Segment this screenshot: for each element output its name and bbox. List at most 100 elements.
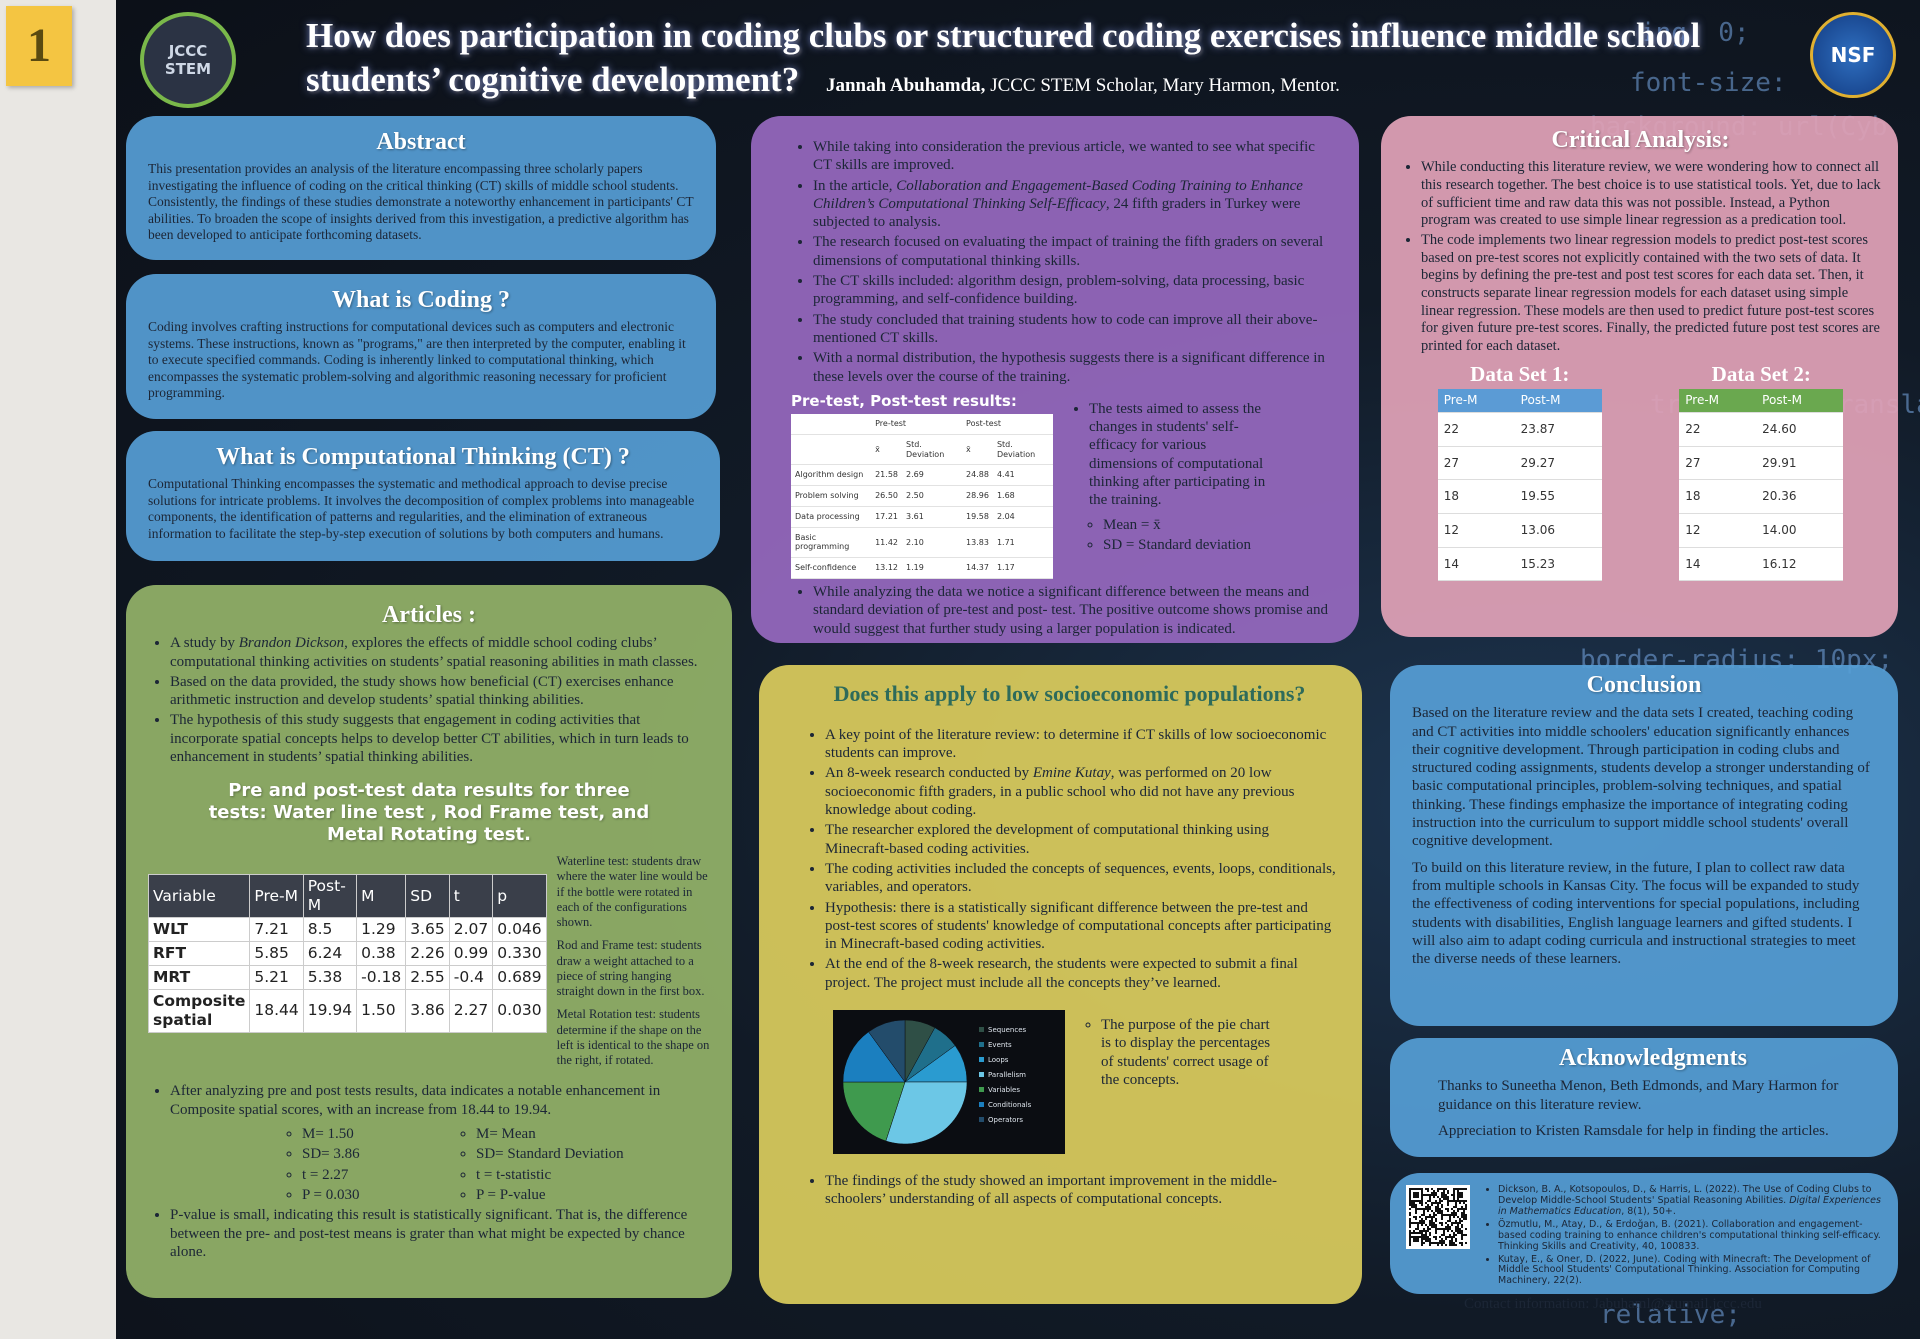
text-run: Digital Experiences in Mathematics Educa… <box>1498 1194 1881 1217</box>
nsf-logo: NSF <box>1810 12 1896 98</box>
cell: 20.36 <box>1756 479 1844 514</box>
cell: -0.4 <box>448 964 494 990</box>
authors: Jannah Abuhamda, JCCC STEM Scholar, Mary… <box>826 75 1340 96</box>
legend-swatch <box>979 1116 984 1122</box>
coding-panel: What is Coding ? Coding involves craftin… <box>126 274 716 419</box>
cell: MRT <box>147 964 251 990</box>
pre-post-table: Pre-test Post-test x̄ Std. Deviation x̄ Std. … <box>791 414 1053 579</box>
paragraph: Rod and Frame test: students draw a weig… <box>556 938 705 999</box>
text-run: , was performed on 20 low socioeconomic … <box>825 765 1295 819</box>
cell: 2.07 <box>448 917 494 942</box>
cell: 22 <box>1679 412 1757 447</box>
bullet: While taking into consideration the prev… <box>813 138 1337 175</box>
cell: 5.21 <box>249 964 304 990</box>
bullet: At the end of the 8-week research, the s… <box>825 955 1336 992</box>
text: This presentation provides an analysis o… <box>148 161 694 243</box>
row: Data processing 17.21 3.61 19.58 2.04 <box>791 506 1053 528</box>
paragraph: Waterline test: students draw where the … <box>556 854 708 930</box>
cell: 19.94 <box>302 988 358 1033</box>
bullet: The hypothesis of this study suggests th… <box>170 711 710 766</box>
bullet: Kutay, E., & Oner, D. (2022, June). Codi… <box>1498 1254 1882 1288</box>
cell: 2.69 <box>902 464 963 487</box>
acknowledgments-panel: Acknowledgments Thanks to Suneetha Menon… <box>1390 1038 1898 1157</box>
pie-note: The purpose of the pie chart is to displ… <box>1101 1016 1281 1089</box>
bullet: Dickson, B. A., Kotsopoulos, D., & Harri… <box>1498 1184 1882 1218</box>
cell: 3.86 <box>405 988 450 1033</box>
bullet: P = 0.030 <box>302 1186 442 1204</box>
header-cell: Pre-M <box>1679 389 1757 414</box>
header-cell: SD <box>405 874 450 919</box>
qr-pattern <box>1409 1188 1467 1246</box>
cell <box>791 434 872 466</box>
cell: 0.330 <box>492 940 547 966</box>
text-run: In the article, <box>813 177 897 194</box>
bullet-list: While taking into consideration the prev… <box>791 138 1337 386</box>
cell: 18.44 <box>249 988 304 1033</box>
cell: 2.50 <box>902 485 963 507</box>
paragraphs: Thanks to Suneetha Menon, Beth Edmonds, … <box>1438 1077 1868 1140</box>
bullet: An 8-week research conducted by Emine Ku… <box>825 764 1336 819</box>
legend-label: Loops <box>988 1056 1009 1064</box>
cell: 6.24 <box>302 940 358 966</box>
bullet: The study concluded that training studen… <box>813 311 1337 348</box>
text-run: Emine Kutay <box>1032 765 1111 782</box>
row: WLT 7.21 8.5 1.29 3.65 2.07 0.046 <box>147 917 547 942</box>
paragraph: Metal Rotation test: students determine … <box>556 1007 710 1068</box>
bullet: The research focused on evaluating the i… <box>813 233 1337 270</box>
set-title: Data Set 1: <box>1470 361 1570 386</box>
heading: Critical Analysis: <box>1551 127 1730 153</box>
cell: 2.04 <box>992 506 1053 528</box>
bullet: M= 1.50 <box>302 1125 442 1143</box>
cell: 13.12 <box>871 557 902 579</box>
bullet: The CT skills included: algorithm design… <box>813 272 1337 309</box>
row: 18 20.36 <box>1679 479 1844 514</box>
pie-slice <box>842 1081 906 1142</box>
cell: Composite spatial <box>147 988 251 1033</box>
summary-list: After analyzing pre and post tests resul… <box>148 1082 710 1119</box>
conclusion-list: P-value is small, indicating this result… <box>148 1206 710 1261</box>
cell: 23.87 <box>1514 412 1602 447</box>
cell: 27 <box>1679 446 1757 481</box>
title-text: How does participation in coding clubs o… <box>306 16 1701 99</box>
test-notes: Waterline test: students draw where the … <box>557 854 710 1076</box>
paragraphs: Based on the literature review and the d… <box>1412 704 1876 968</box>
row: Composite spatial 18.44 19.94 1.50 3.86 2.27 0… <box>147 988 547 1033</box>
bullet-list: A key point of the literature review: to… <box>803 726 1336 992</box>
paragraph: Based on the literature review and the d… <box>1412 705 1870 850</box>
row: 22 24.60 <box>1679 412 1844 447</box>
cell: 1.68 <box>992 485 1053 507</box>
cell: 12 <box>1679 513 1757 548</box>
text-run: A study by <box>170 635 239 652</box>
cell: 2.10 <box>902 527 963 559</box>
cell: 1.19 <box>902 557 963 579</box>
cell: 27 <box>1437 446 1515 481</box>
row: 12 13.06 <box>1437 513 1602 548</box>
bullet: The code implements two linear regressio… <box>1421 232 1882 356</box>
legend-label: Events <box>988 1041 1012 1049</box>
results-table: Variable Pre-M Post-M M SD t p WLT 7.21 8.5 1.29 3.… <box>147 874 547 1033</box>
cell: 18 <box>1679 479 1757 514</box>
heading: Does this apply to low socioeconomic pop… <box>833 681 1306 706</box>
cell: 7.21 <box>249 917 304 942</box>
bullet: A study by Brandon Dickson, explores the… <box>170 634 710 671</box>
header-row: Variable Pre-M Post-M M SD t p <box>147 874 547 919</box>
cell: 1.50 <box>356 988 407 1033</box>
bullet: The researcher explored the development … <box>825 821 1336 858</box>
cell: 0.38 <box>356 940 407 966</box>
cell <box>791 414 872 435</box>
abstract-panel: Abstract This presentation provides an a… <box>126 116 716 260</box>
row: Self-confidence 13.12 1.19 14.37 1.17 <box>791 557 1053 579</box>
row: Problem solving 26.50 2.50 28.96 1.68 <box>791 485 1053 507</box>
header-cell: Std. Deviation <box>992 434 1053 466</box>
poster-title: How does participation in coding clubs o… <box>306 14 1706 108</box>
row: Algorithm design 21.58 2.69 24.88 4.41 <box>791 464 1053 487</box>
text-run: , 8(1), 50+. <box>1621 1205 1676 1217</box>
code-text: relative; <box>1600 1300 1741 1330</box>
row: Basic programming 11.42 2.10 13.83 1.71 <box>791 527 1053 559</box>
legend-label: Conditionals <box>988 1101 1032 1109</box>
cell: Algorithm design <box>791 464 872 487</box>
references-panel: Dickson, B. A., Kotsopoulos, D., & Harri… <box>1390 1173 1898 1312</box>
header-cell: Post-M <box>1514 389 1602 414</box>
bullet-list: A study by Brandon Dickson, explores the… <box>148 634 710 766</box>
row: RFT 5.85 6.24 0.38 2.26 0.99 0.330 <box>147 940 547 966</box>
